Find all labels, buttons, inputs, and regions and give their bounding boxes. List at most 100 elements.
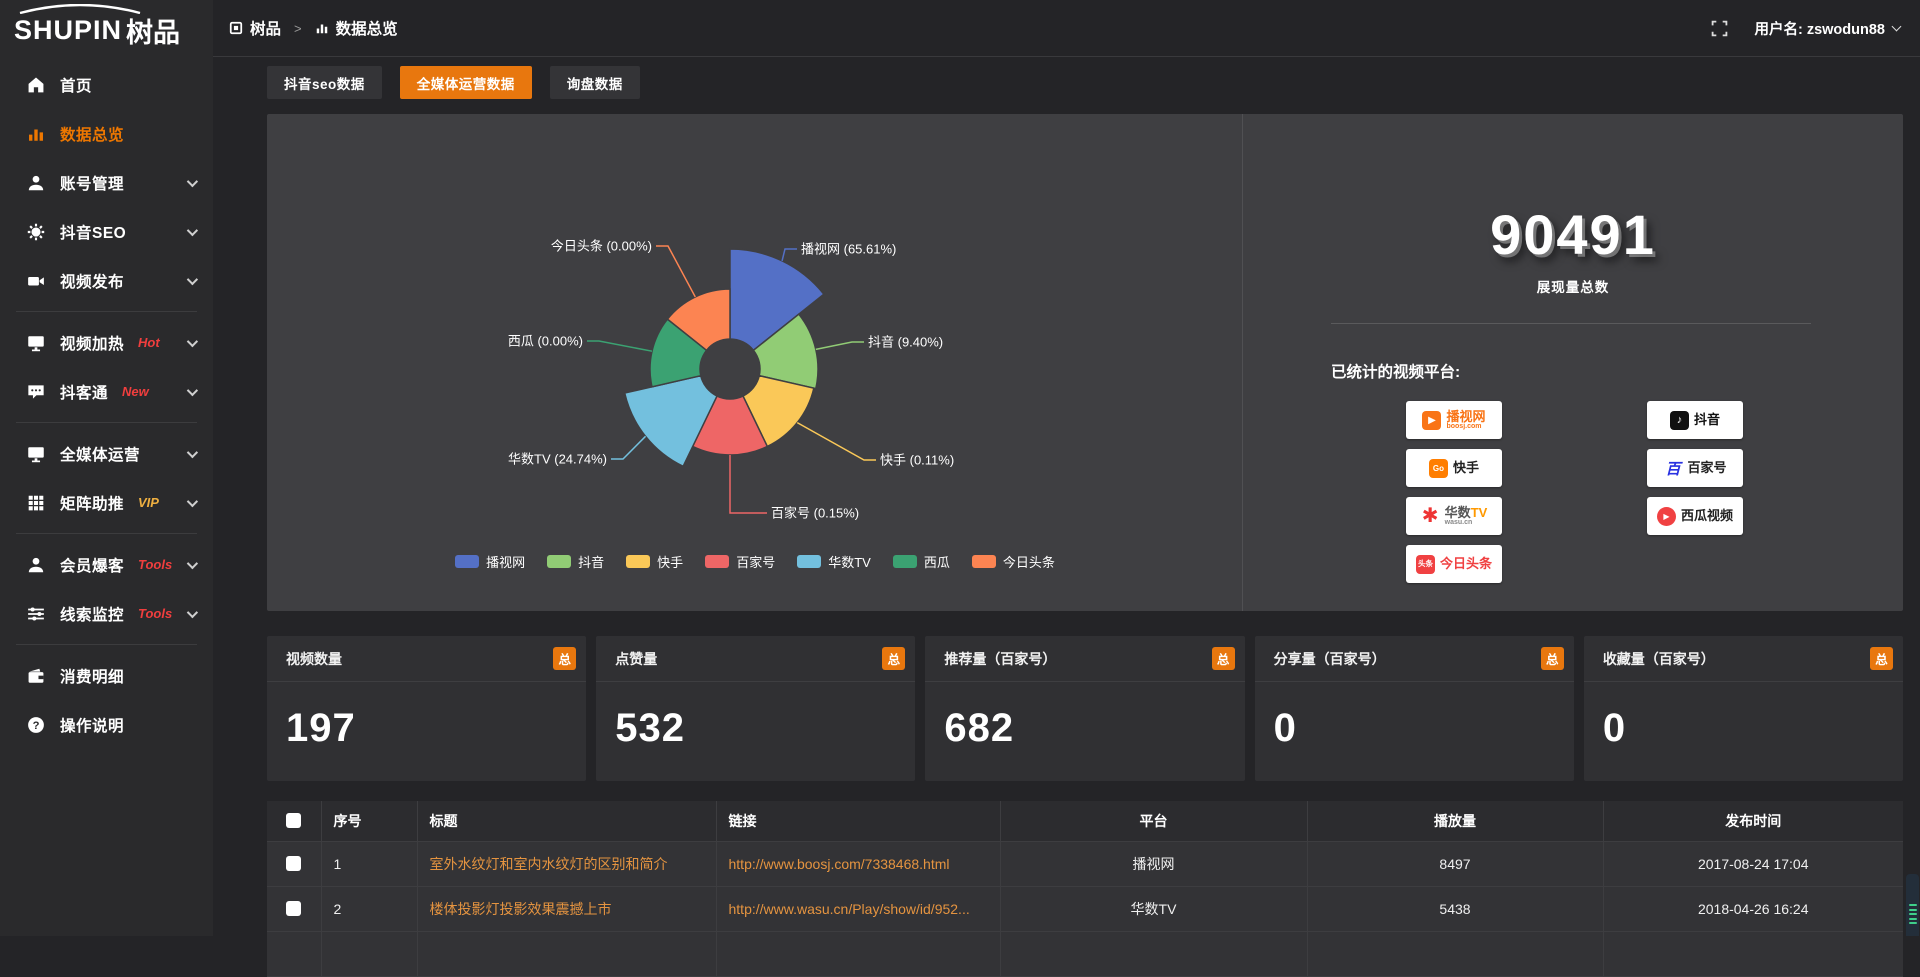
data-tabs: 抖音seo数据全媒体运营数据询盘数据 — [267, 66, 1903, 99]
legend-item-播视网[interactable]: 播视网 — [455, 552, 525, 571]
tab-media-operation-data[interactable]: 全媒体运营数据 — [400, 66, 532, 99]
legend-item-百家号[interactable]: 百家号 — [705, 552, 775, 571]
sidebar-item-label: 会员爆客 — [60, 554, 124, 576]
stat-card-header: 收藏量（百家号）总 — [1584, 636, 1903, 682]
pie-slice-label: 华数TV (24.74%) — [508, 452, 607, 467]
legend-swatch — [705, 555, 729, 568]
platform-name: 播视网 — [1446, 410, 1485, 424]
row-plays: 8497 — [1307, 841, 1603, 886]
pie-label-leader — [587, 341, 652, 351]
platform-badge-抖音: ♪抖音 — [1647, 401, 1743, 439]
sidebar-item-video-publish[interactable]: 视频发布 — [0, 256, 213, 305]
username: 用户名: zswodun88 — [1754, 18, 1885, 39]
legend-label: 今日头条 — [1003, 552, 1055, 571]
sidebar-item-data-overview[interactable]: 数据总览 — [0, 109, 213, 158]
sidebar-item-account-manage[interactable]: 账号管理 — [0, 158, 213, 207]
sidebar-item-media-operation[interactable]: 全媒体运营 — [0, 429, 213, 478]
legend-item-华数TV[interactable]: 华数TV — [797, 552, 871, 571]
row-link[interactable]: http://www.boosj.com/7338468.html — [716, 841, 1000, 886]
pie-slice-华数TV[interactable] — [625, 376, 717, 467]
video-camera-icon — [27, 272, 45, 290]
sidebar-item-badge: VIP — [138, 495, 159, 510]
fullscreen-icon[interactable] — [1711, 20, 1728, 37]
breadcrumb-app[interactable]: 树品 — [250, 17, 281, 39]
legend-swatch — [972, 555, 996, 568]
column-header-标题: 标题 — [417, 801, 716, 841]
platform-sub: wasu.cn — [1445, 519, 1488, 526]
chevron-down-icon — [187, 335, 198, 346]
column-header-播放量: 播放量 — [1307, 801, 1603, 841]
row-link[interactable]: http://www.wasu.cn/Play/show/id/952... — [716, 886, 1000, 931]
platform-badge-今日头条: 头条今日头条 — [1406, 545, 1502, 583]
legend-item-快手[interactable]: 快手 — [626, 552, 683, 571]
sidebar-item-label: 全媒体运营 — [60, 443, 140, 465]
floating-widget[interactable] — [1906, 874, 1919, 936]
stat-card-title: 分享量（百家号） — [1274, 649, 1386, 669]
sidebar-item-douyin-seo[interactable]: 抖音SEO — [0, 207, 213, 256]
pie-slice-label: 播视网 (65.61%) — [801, 242, 896, 257]
stat-card-title: 点赞量 — [615, 649, 657, 669]
row-checkbox-cell — [267, 886, 321, 931]
app-icon — [229, 21, 243, 35]
column-header-发布时间: 发布时间 — [1603, 801, 1903, 841]
user-icon — [27, 174, 45, 192]
sliders-icon — [27, 605, 45, 623]
legend-label: 播视网 — [486, 552, 525, 571]
user-icon — [27, 556, 45, 574]
breadcrumb-page[interactable]: 数据总览 — [336, 17, 398, 39]
platforms-label: 已统计的视频平台: — [1331, 360, 1460, 382]
row-title[interactable]: 室外水纹灯和室内水纹灯的区别和简介 — [417, 841, 716, 886]
row-checkbox-cell — [267, 931, 321, 976]
tab-douyin-seo-data[interactable]: 抖音seo数据 — [267, 66, 382, 99]
tab-inquiry-data[interactable]: 询盘数据 — [550, 66, 640, 99]
baijiahao-logo-icon: 百 — [1663, 459, 1682, 478]
legend-label: 抖音 — [578, 552, 604, 571]
stat-card-value: 0 — [1584, 682, 1903, 751]
platform-name: 今日头条 — [1440, 557, 1492, 571]
sidebar-item-badge: Hot — [138, 335, 160, 350]
pie-slice-label: 西瓜 (0.00%) — [508, 334, 583, 349]
chevron-down-icon — [187, 557, 198, 568]
sidebar-item-home[interactable]: 首页 — [0, 60, 213, 109]
select-all-checkbox[interactable] — [286, 813, 301, 828]
row-plays — [1307, 931, 1603, 976]
sidebar-item-operation-guide[interactable]: ?操作说明 — [0, 700, 213, 749]
legend-swatch — [797, 555, 821, 568]
total-badge: 总 — [1212, 647, 1235, 670]
legend-item-西瓜[interactable]: 西瓜 — [893, 552, 950, 571]
sidebar-item-video-heat[interactable]: 视频加热 Hot — [0, 318, 213, 367]
platform-badge-百家号: 百百家号 — [1647, 449, 1743, 487]
xigua-logo-icon: ▶ — [1657, 507, 1676, 526]
sidebar-item-label: 线索监控 — [60, 603, 124, 625]
breadcrumb: 树品 > 数据总览 — [229, 17, 398, 39]
stat-card-header: 分享量（百家号）总 — [1255, 636, 1574, 682]
sidebar-item-label: 视频加热 — [60, 332, 124, 354]
legend-label: 西瓜 — [924, 552, 950, 571]
total-badge: 总 — [882, 647, 905, 670]
platform-badge-text: 今日头条 — [1440, 557, 1492, 571]
row-title[interactable]: 楼体投影灯投影效果震撼上市 — [417, 886, 716, 931]
row-checkbox[interactable] — [286, 901, 301, 916]
pie-label-leader — [782, 249, 797, 261]
legend-item-今日头条[interactable]: 今日头条 — [972, 552, 1055, 571]
legend-item-抖音[interactable]: 抖音 — [547, 552, 604, 571]
main-content: 抖音seo数据全媒体运营数据询盘数据 播视网 (65.61%)抖音 (9.40%… — [213, 57, 1920, 936]
question-icon: ? — [27, 716, 45, 734]
row-index: 2 — [321, 886, 417, 931]
user-menu[interactable]: 用户名: zswodun88 — [1754, 18, 1900, 39]
chevron-down-icon — [187, 606, 198, 617]
row-checkbox[interactable] — [286, 856, 301, 871]
pie-chart: 播视网 (65.61%)抖音 (9.40%)快手 (0.11%)百家号 (0.1… — [267, 114, 1242, 611]
boosj-logo-icon: ▶ — [1422, 411, 1441, 430]
sidebar-item-consume-detail[interactable]: 消费明细 — [0, 651, 213, 700]
